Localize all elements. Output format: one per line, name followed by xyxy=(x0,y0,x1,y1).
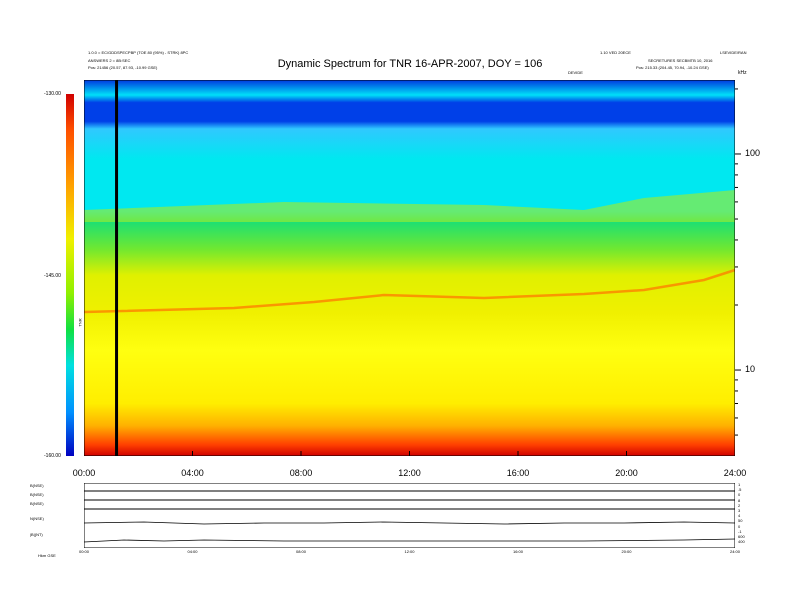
bottom-row-label-3: B(NSE) xyxy=(30,501,44,506)
y-tick-label-10: 10 xyxy=(745,364,756,375)
header-left-line-2: ANSWERS 2 = 8B:SEC xyxy=(88,58,131,63)
header-middle-right-2: DEVIDE xyxy=(568,70,583,75)
bottom-time-label: 16:00 xyxy=(512,549,523,554)
x-tick-label: 04:00 xyxy=(181,468,204,478)
bottom-right-label: 0 xyxy=(738,492,741,498)
x-tick-label: 00:00 xyxy=(72,468,96,478)
x-tick-label: 24:00 xyxy=(723,468,747,478)
colorbar-tick-bottom: -160.00 xyxy=(44,453,61,459)
bottom-right-label: 50 xyxy=(738,518,743,524)
bottom-right-label: -1 xyxy=(738,528,742,534)
x-tick-label: 12:00 xyxy=(398,468,421,478)
header-middle-right-1: 1.10 VED 20ECE xyxy=(600,50,631,55)
header-right-line-1: LSEVIDE/RAN xyxy=(720,50,747,55)
bottom-right-label: 4 xyxy=(738,513,741,519)
bottom-right-label: 0 xyxy=(738,523,741,529)
bottom-footer: Hkm GSE xyxy=(38,553,56,558)
bottom-right-label: 400 xyxy=(738,539,745,545)
bottom-time-label: 12:00 xyxy=(404,549,415,554)
bottom-row-label-5: |B|(NT) xyxy=(30,532,43,537)
x-tick-label: 08:00 xyxy=(289,468,313,478)
header-left-line-1: 1.0.0 = EC/GDDSPECPBP (TOE 80 (95%) - ST… xyxy=(88,50,189,55)
header-right-line-2: SECRETURES SECBMTB 10, 2016 xyxy=(648,58,713,63)
bottom-time-label: 08:00 xyxy=(295,549,306,554)
y-axis-ticks xyxy=(735,88,741,436)
bottom-right-label: .5 xyxy=(738,487,742,493)
bottom-right-label: 600 xyxy=(738,534,745,539)
bottom-row-label-1: B(NSE) xyxy=(30,483,44,488)
green-transition-band xyxy=(84,190,735,222)
chart-title: Dynamic Spectrum for TNR 16-APR-2007, DO… xyxy=(277,58,543,70)
colorbar xyxy=(66,94,74,456)
bottom-time-label: 04:00 xyxy=(187,549,198,554)
bottom-right-label: 3 xyxy=(738,508,741,513)
ephemeris-panel xyxy=(84,483,735,548)
btotal-trace xyxy=(84,538,735,543)
bottom-row-label-2: B(NSE) xyxy=(30,492,44,497)
bottom-time-label: 24:00 xyxy=(729,549,740,554)
y-tick-label-100: 100 xyxy=(745,147,761,158)
x-tick-label: 16:00 xyxy=(506,468,530,478)
spectrogram-plot xyxy=(84,80,735,456)
colorbar-tick-top: -130.00 xyxy=(44,91,61,97)
bottom-time-label: 20:00 xyxy=(621,549,632,554)
bottom-right-label: 1 xyxy=(738,482,741,487)
plasma-line-trace xyxy=(84,268,735,314)
header-right-line-3: Pos: 215.33 (204.45, 70.94, -10.24 GSE) xyxy=(636,65,709,70)
density-trace xyxy=(84,521,735,525)
bottom-time-label: 00:00 xyxy=(78,549,89,554)
bottom-row-label-4: N(NSE) xyxy=(30,516,44,521)
x-tick-label: 20:00 xyxy=(615,468,638,478)
spectrum-field xyxy=(84,80,735,456)
y-axis-unit: kHz xyxy=(738,70,747,76)
colorbar-label: TNR xyxy=(77,318,83,327)
colorbar-tick-mid: -145.00 xyxy=(44,273,61,279)
bottom-right-label: 2 xyxy=(738,502,741,508)
bottom-right-label: 8 xyxy=(738,497,741,503)
header-left-line-3: Pos: 21456 (20.57, 87.93, -10.99 GSE) xyxy=(88,65,158,70)
